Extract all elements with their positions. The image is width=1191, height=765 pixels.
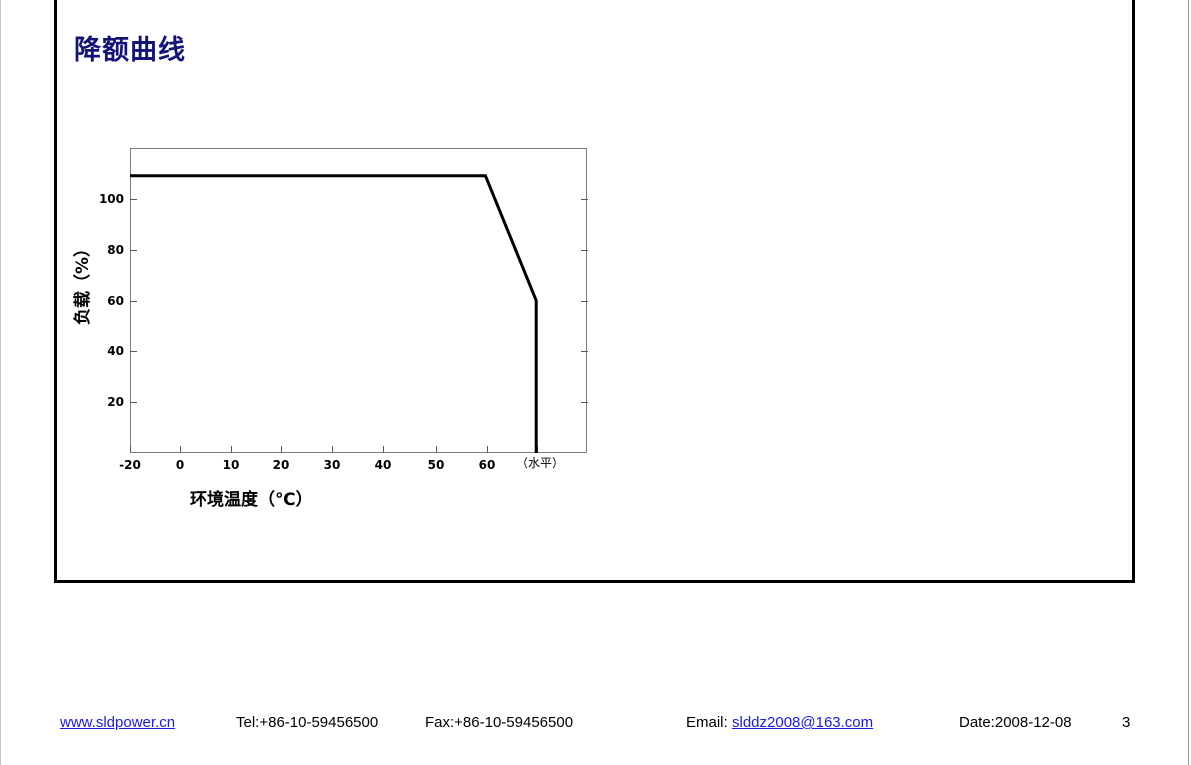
- page-edge-right: [1188, 0, 1189, 765]
- x-axis-title: 环境温度（℃）: [190, 490, 313, 510]
- y-tick-40-right: [581, 351, 588, 352]
- slide-border-left: [54, 0, 57, 583]
- x-tick-0: [180, 446, 181, 453]
- slide-border-right: [1132, 0, 1135, 583]
- y-tick-100-left: [130, 199, 137, 200]
- footer-email-label: Email:: [686, 714, 728, 731]
- y-tick-80-right: [581, 250, 588, 251]
- x-tick-30: [332, 446, 333, 453]
- y-tick-40-left: [130, 351, 137, 352]
- page-title: 降额曲线: [74, 35, 186, 66]
- x-tick-label-50: 50: [427, 458, 445, 472]
- footer-email-link[interactable]: slddz2008@163.com: [732, 714, 874, 731]
- footer-tel: Tel:+86-10-59456500: [236, 714, 379, 731]
- y-tick-100-right: [581, 199, 588, 200]
- x-tick--20: [130, 446, 131, 453]
- y-tick-60-right: [581, 301, 588, 302]
- x-tick-label-0: 0: [175, 458, 185, 472]
- footer-website-link[interactable]: www.sldpower.cn: [60, 714, 176, 731]
- x-tick-10: [231, 446, 232, 453]
- x-tick-60: [487, 446, 488, 453]
- y-tick-label-40: 40: [107, 344, 124, 358]
- footer-fax: Fax:+86-10-59456500: [425, 714, 574, 731]
- footer-page-number: 3: [1122, 714, 1131, 731]
- x-tick-label-30: 30: [323, 458, 341, 472]
- slide-border-bottom: [54, 580, 1135, 583]
- plot-area: [130, 148, 587, 453]
- footer-date: Date:2008-12-08: [959, 714, 1072, 731]
- x-tick-label--20: -20: [119, 458, 141, 472]
- y-tick-label-60: 60: [107, 294, 124, 308]
- y-tick-20-right: [581, 402, 588, 403]
- y-tick-label-20: 20: [107, 395, 124, 409]
- horizontal-mount-annotation: （水平）: [516, 456, 565, 470]
- x-tick-label-20: 20: [272, 458, 290, 472]
- page-edge-left: [0, 0, 1, 765]
- y-tick-20-left: [130, 402, 137, 403]
- y-tick-60-left: [130, 301, 137, 302]
- derating-curve-chart: 100 80 60 40 20 -20 0 10 20 30 40 50 60 …: [60, 140, 620, 520]
- x-tick-label-10: 10: [222, 458, 240, 472]
- y-tick-80-left: [130, 250, 137, 251]
- x-tick-40: [383, 446, 384, 453]
- x-tick-20: [281, 446, 282, 453]
- x-tick-50: [436, 446, 437, 453]
- page-footer: www.sldpower.cn Tel:+86-10-59456500 Fax:…: [0, 714, 1191, 744]
- x-tick-label-40: 40: [374, 458, 392, 472]
- y-tick-label-100: 100: [98, 192, 124, 206]
- y-tick-label-80: 80: [107, 243, 124, 257]
- x-tick-label-60: 60: [478, 458, 496, 472]
- derating-curve-line: [130, 174, 538, 453]
